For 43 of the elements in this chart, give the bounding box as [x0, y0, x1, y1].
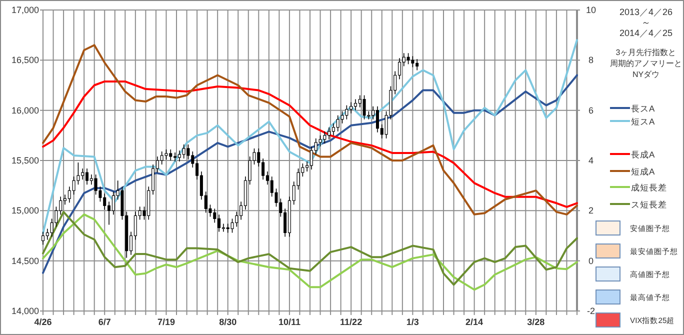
legend-label: 短成A [631, 166, 655, 176]
legend-label: 成短長差 [631, 182, 667, 192]
y-tick-label: 16,500 [11, 55, 39, 66]
y-tick-label: 16,000 [11, 105, 39, 116]
candlestick [411, 56, 414, 68]
text: 周期的アノマリーと [610, 59, 682, 68]
y2-tick-label: 4 [588, 156, 594, 166]
x-tick-label: 6/7 [98, 317, 111, 327]
text: NYダウ [632, 70, 660, 79]
legend-label: ス短長差 [631, 200, 667, 210]
candlestick [230, 218, 234, 234]
x-tick-label: 3/28 [527, 317, 545, 327]
y2-tick-label: 6 [588, 105, 594, 116]
y-tick-label: 14,000 [11, 306, 39, 316]
text: 3ヶ月先行指数と [616, 48, 676, 57]
x-tick-label: 11/22 [340, 317, 362, 327]
y2-tick-label: 0 [588, 256, 594, 266]
legend-label: 短スA [631, 116, 655, 126]
x-tick-label: 4/26 [34, 317, 52, 327]
legend-label: 長成A [631, 150, 655, 160]
candlestick [164, 149, 168, 160]
x-tick-label: 1/3 [406, 317, 419, 327]
x-tick-label: 7/19 [157, 317, 175, 327]
y2-tick-label: 2 [588, 206, 594, 216]
candlestick [318, 135, 322, 147]
x-tick-label: 8/30 [219, 317, 237, 327]
y-tick-label: 14,500 [11, 256, 39, 266]
y2-tick-label: -2 [586, 306, 596, 316]
candlestick [362, 94, 366, 120]
text: 2013／4／26 ～ 2014／4／25 [619, 7, 673, 38]
candlestick [72, 176, 76, 196]
candlestick [406, 52, 410, 65]
candlestick [94, 174, 98, 196]
y-tick-label: 17,000 [11, 5, 39, 15]
legend-label: 長スA [631, 104, 655, 114]
y-tick-label: 15,500 [11, 156, 39, 166]
y2-tick-label: 10 [586, 5, 596, 15]
x-tick-label: 10/11 [278, 317, 300, 327]
candlestick [186, 144, 190, 160]
x-tick-label: 2/14 [466, 317, 484, 327]
y2-tick-label: 8 [588, 55, 594, 66]
candlestick [340, 110, 344, 124]
y-tick-label: 15,000 [11, 206, 39, 216]
